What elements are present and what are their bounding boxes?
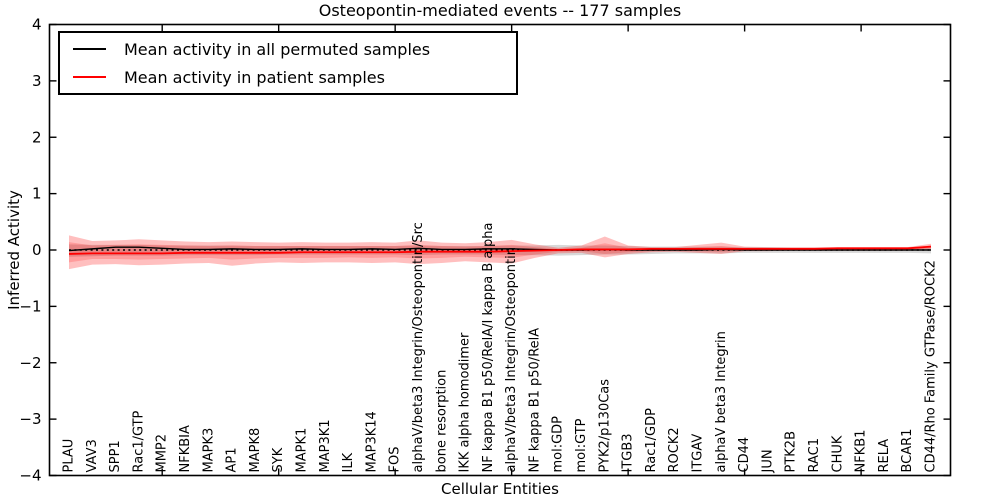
legend-line-permuted-icon bbox=[73, 48, 106, 50]
x-category-label: CD44 bbox=[737, 437, 752, 473]
x-category-label: SPP1 bbox=[108, 440, 123, 472]
x-category-label: NF kappa B1 p50/RelA bbox=[527, 328, 542, 473]
chart-title: Osteopontin-mediated events -- 177 sampl… bbox=[318, 1, 682, 20]
y-tick-label: −4 bbox=[19, 467, 41, 485]
x-category-label: MAP3K14 bbox=[364, 411, 379, 472]
x-category-label: PLAU bbox=[62, 439, 77, 473]
y-tick-label: 0 bbox=[32, 241, 42, 259]
permuted-mean-line bbox=[68, 246, 931, 252]
x-category-label: BCAR1 bbox=[900, 429, 915, 473]
x-category-label: ROCK2 bbox=[667, 427, 682, 472]
x-axis-label: Cellular Entities bbox=[441, 480, 559, 498]
x-category-label: IKK alpha homodimer bbox=[458, 332, 473, 473]
x-category-label: NFKB1 bbox=[854, 430, 869, 473]
x-category-label: Rac1/GDP bbox=[644, 408, 659, 473]
patient-mean-line bbox=[68, 245, 932, 255]
x-category-label: MAPK8 bbox=[248, 428, 263, 473]
y-axis-label: Inferred Activity bbox=[5, 190, 23, 310]
x-category-label: SYK bbox=[271, 447, 286, 472]
x-category-label: ITGAV bbox=[691, 434, 706, 473]
x-category-label: MAPK1 bbox=[294, 428, 309, 473]
x-category-label: VAV3 bbox=[85, 439, 100, 472]
x-category-label: NF kappa B1 p50/RelA/I kappa B alpha bbox=[481, 223, 496, 473]
x-category-label: RELA bbox=[877, 439, 892, 473]
legend: Mean activity in all permuted samples Me… bbox=[58, 31, 518, 95]
x-category-label: PYK2/p130Cas bbox=[597, 379, 612, 473]
x-category-label: MMP2 bbox=[155, 434, 170, 473]
y-tick-label: 1 bbox=[32, 185, 42, 203]
y-tick-label: −3 bbox=[19, 410, 41, 428]
x-category-label: bone resorption bbox=[434, 370, 449, 473]
legend-line-patient-icon bbox=[73, 76, 106, 78]
x-category-label: mol:GTP bbox=[574, 418, 589, 472]
legend-label-patient: Mean activity in patient samples bbox=[124, 67, 385, 87]
x-category-label: CHUK bbox=[830, 435, 845, 472]
x-category-label: alphaV/beta3 Integrin/Osteopontin/Src bbox=[411, 222, 426, 472]
x-category-label: MAPK3 bbox=[201, 428, 216, 473]
x-category-label: ITGB3 bbox=[621, 433, 636, 472]
x-category-label: mol:GDP bbox=[551, 416, 566, 473]
x-category-label: Rac1/GTP bbox=[131, 410, 146, 472]
x-category-label: alphaV/beta3 Integrin/Osteopontin bbox=[504, 247, 519, 472]
y-tick-label: −2 bbox=[19, 354, 41, 372]
x-category-label: CD44/Rho Family GTPase/ROCK2 bbox=[924, 260, 939, 472]
legend-row-patient: Mean activity in patient samples bbox=[60, 68, 516, 87]
y-tick-label: 3 bbox=[32, 72, 42, 90]
x-category-label: MAP3K1 bbox=[318, 419, 333, 472]
x-category-label: AP1 bbox=[225, 447, 240, 472]
x-category-label: ILK bbox=[341, 452, 356, 472]
y-tick-label: 2 bbox=[32, 128, 42, 146]
x-category-label: FOS bbox=[388, 447, 403, 473]
x-category-label: alphaV beta3 Integrin bbox=[714, 331, 729, 472]
x-category-label: JUN bbox=[760, 449, 775, 473]
x-category-label: RAC1 bbox=[807, 438, 822, 473]
legend-row-permuted: Mean activity in all permuted samples bbox=[60, 40, 516, 59]
x-category-label: NFKBIA bbox=[178, 425, 193, 472]
x-category-label: PTK2B bbox=[784, 431, 799, 473]
legend-label-permuted: Mean activity in all permuted samples bbox=[124, 39, 431, 59]
y-tick-label: −1 bbox=[19, 297, 41, 315]
y-tick-label: 4 bbox=[32, 16, 42, 34]
